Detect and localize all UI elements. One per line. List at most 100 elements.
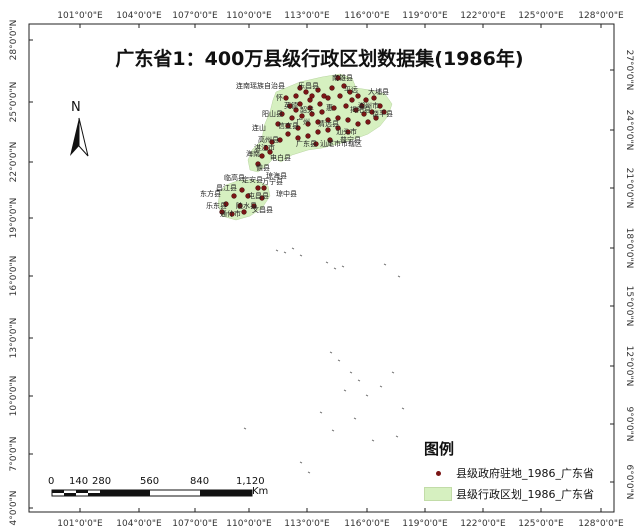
island-mark bbox=[383, 263, 387, 266]
top-lon-label: 110°0'0"E bbox=[226, 11, 272, 21]
county-seat-point bbox=[275, 121, 281, 127]
place-label: 南雄县 bbox=[332, 73, 353, 82]
place-label: 通什市 bbox=[220, 209, 241, 218]
place-label: 乐东县 bbox=[206, 201, 227, 210]
county-seat-point bbox=[315, 129, 321, 135]
county-seat-point bbox=[321, 93, 327, 99]
county-seat-point bbox=[371, 95, 377, 101]
county-seat-point bbox=[297, 101, 303, 107]
island-mark bbox=[275, 249, 279, 252]
bottom-lon-label: 119°0'0"E bbox=[402, 519, 448, 529]
county-seat-point bbox=[295, 125, 301, 131]
place-label: 惠 bbox=[326, 103, 333, 112]
top-lon-label: 125°0'0"E bbox=[518, 11, 564, 21]
island-mark bbox=[401, 407, 405, 410]
county-seat-point bbox=[285, 123, 291, 129]
county-seat-point bbox=[361, 111, 367, 117]
county-seat-point bbox=[355, 121, 361, 127]
county-seat-point bbox=[285, 131, 291, 137]
county-seat-point bbox=[251, 203, 257, 209]
county-seat-point bbox=[331, 105, 337, 111]
county-seat-point bbox=[293, 93, 299, 99]
place-label: 陵水县 bbox=[236, 201, 257, 210]
county-seat-point bbox=[303, 89, 309, 95]
left-lat-label: 10°0'0"N bbox=[9, 376, 19, 417]
island-mark bbox=[299, 254, 303, 257]
county-seat-point bbox=[369, 109, 375, 115]
county-seat-point bbox=[347, 89, 353, 95]
county-seat-point bbox=[309, 111, 315, 117]
county-seat-point bbox=[309, 93, 315, 99]
top-lon-label: 122°0'0"E bbox=[460, 11, 506, 21]
place-label: 乐昌县 bbox=[298, 81, 319, 90]
legend-item-county-polygon: 县级行政区划_1986_广东省 bbox=[424, 486, 594, 502]
left-lat-label: 22°0'0"N bbox=[9, 142, 19, 183]
legend-title: 图例 bbox=[424, 440, 455, 458]
county-seat-point bbox=[305, 121, 311, 127]
county-seat-point bbox=[335, 75, 341, 81]
county-seat-point bbox=[317, 101, 323, 107]
scale-unit: Km bbox=[252, 486, 269, 497]
place-label: 海南 bbox=[246, 149, 260, 158]
bottom-lon-label: 107°0'0"E bbox=[172, 519, 218, 529]
island-mark bbox=[391, 371, 395, 374]
scale-tick-1120: 1,120 bbox=[236, 476, 265, 487]
county-seat-point bbox=[267, 149, 273, 155]
top-lon-label: 101°0'0"E bbox=[57, 11, 103, 21]
place-label: 饶平县 bbox=[372, 109, 393, 118]
county-seat-point bbox=[353, 107, 359, 113]
north-arrow-label: N bbox=[71, 100, 81, 115]
county-seat-point bbox=[293, 107, 299, 113]
county-seat-point bbox=[355, 93, 361, 99]
place-label: 屯昌县 bbox=[248, 191, 269, 200]
right-lat-label: 12°0'0"N bbox=[624, 346, 634, 387]
legend-item-county-seat: 县级政府驻地_1986_广东省 bbox=[424, 465, 594, 481]
place-label: 琼中县 bbox=[276, 189, 297, 198]
right-lat-label: 6°0'0"N bbox=[624, 464, 634, 499]
county-seat-point bbox=[299, 113, 305, 119]
county-seat-point bbox=[335, 125, 341, 131]
top-lon-label: 113°0'0"E bbox=[284, 11, 330, 21]
island-mark bbox=[283, 251, 287, 254]
bottom-lon-label: 110°0'0"E bbox=[226, 519, 272, 529]
place-label: 广东县 bbox=[296, 139, 317, 148]
place-label: 琼海县 bbox=[266, 171, 287, 180]
county-seat-point bbox=[319, 109, 325, 115]
scale-tick-0: 0 bbox=[48, 476, 55, 487]
top-lon-label: 104°0'0"E bbox=[116, 11, 162, 21]
left-lat-label: 13°0'0"N bbox=[9, 318, 19, 359]
legend-item-label: 县级行政区划_1986_广东省 bbox=[456, 488, 594, 501]
place-label: 高州县 bbox=[258, 135, 279, 144]
county-seat-point bbox=[329, 85, 335, 91]
county-seat-point bbox=[297, 85, 303, 91]
scale-tick-560: 560 bbox=[140, 476, 160, 487]
island-mark bbox=[337, 359, 341, 362]
island-mark bbox=[343, 389, 347, 392]
county-seat-points bbox=[219, 75, 387, 217]
graticule: 101°0'0"E 101°0'0"E 104°0'0"E 104°0'0"E 107°… bbox=[9, 11, 634, 529]
county-seat-point bbox=[345, 129, 351, 135]
county-seat-point bbox=[315, 87, 321, 93]
county-seat-point bbox=[337, 93, 343, 99]
left-lat-label: 7°0'0"N bbox=[9, 436, 19, 471]
county-seat-point-icon bbox=[435, 470, 441, 476]
county-seat-point bbox=[359, 103, 365, 109]
scale-tick-280: 280 bbox=[92, 476, 112, 487]
left-lat-label: 25°0'0"N bbox=[9, 82, 19, 123]
island-mark bbox=[331, 429, 335, 432]
island-mark bbox=[299, 461, 303, 464]
county-seat-point bbox=[287, 103, 293, 109]
place-label: 连南瑶族自治县 bbox=[236, 81, 285, 90]
island-mark bbox=[357, 379, 361, 382]
left-lat-label: 19°0'0"N bbox=[9, 198, 19, 239]
county-seat-point bbox=[277, 137, 283, 143]
county-seat-point bbox=[327, 137, 333, 143]
county-seat-point bbox=[269, 139, 275, 145]
county-seat-point bbox=[259, 153, 265, 159]
county-seat-point bbox=[241, 209, 247, 215]
island-mark bbox=[365, 394, 369, 397]
right-lat-label: 15°0'0"N bbox=[624, 286, 634, 327]
right-lat-label: 27°0'0"N bbox=[624, 50, 634, 91]
place-label: 怀 bbox=[276, 93, 283, 102]
